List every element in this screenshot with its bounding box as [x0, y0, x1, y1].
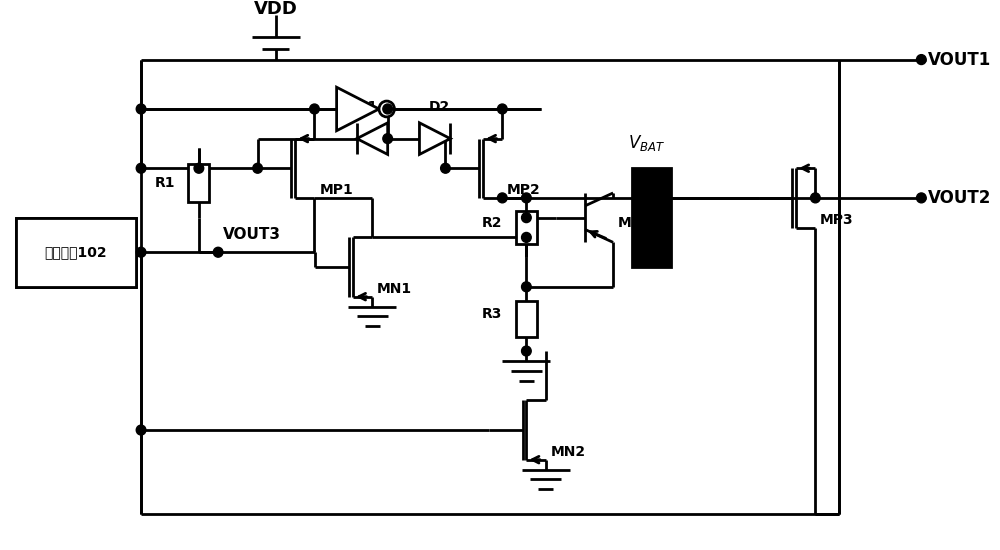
Text: MP1: MP1	[319, 183, 353, 197]
Text: VOUT1: VOUT1	[928, 51, 991, 69]
Text: MP3: MP3	[820, 213, 854, 227]
Text: $V_{BAT}$: $V_{BAT}$	[628, 134, 665, 153]
Circle shape	[647, 193, 656, 203]
Polygon shape	[419, 123, 450, 155]
Circle shape	[310, 104, 319, 114]
Circle shape	[383, 104, 392, 114]
Bar	[188, 164, 209, 202]
Circle shape	[522, 233, 531, 243]
Text: R1: R1	[154, 176, 175, 190]
Circle shape	[497, 193, 507, 203]
Circle shape	[522, 346, 531, 356]
Circle shape	[136, 104, 146, 114]
Circle shape	[917, 54, 926, 64]
Polygon shape	[357, 123, 388, 155]
Text: 检测电路102: 检测电路102	[45, 245, 107, 259]
Text: D2: D2	[429, 100, 450, 114]
Text: VOUT3: VOUT3	[223, 227, 281, 243]
Circle shape	[136, 163, 146, 173]
Text: MN2: MN2	[550, 445, 586, 459]
Text: MN1: MN1	[377, 282, 412, 296]
Polygon shape	[337, 87, 379, 131]
Circle shape	[253, 163, 262, 173]
Bar	[632, 168, 671, 267]
Circle shape	[522, 282, 531, 292]
Bar	[516, 211, 537, 244]
Text: R3: R3	[482, 307, 502, 321]
Circle shape	[383, 134, 392, 144]
Text: MP4: MP4	[618, 216, 652, 229]
Text: D1: D1	[357, 100, 378, 114]
Bar	[516, 301, 537, 337]
Circle shape	[917, 193, 926, 203]
Circle shape	[136, 248, 146, 257]
Text: 检测电路102: 检测电路102	[45, 245, 107, 259]
Text: VOUT2: VOUT2	[928, 189, 991, 207]
Circle shape	[213, 248, 223, 257]
Circle shape	[497, 104, 507, 114]
Text: VDD: VDD	[254, 1, 298, 18]
Circle shape	[811, 193, 820, 203]
Text: MP2: MP2	[507, 183, 541, 197]
Circle shape	[136, 425, 146, 435]
Circle shape	[194, 163, 204, 173]
Circle shape	[522, 193, 531, 203]
Circle shape	[379, 101, 394, 117]
Bar	[16, 218, 136, 287]
Circle shape	[522, 213, 531, 223]
Bar	[16, 218, 136, 287]
Text: R2: R2	[482, 216, 502, 229]
Circle shape	[441, 163, 450, 173]
